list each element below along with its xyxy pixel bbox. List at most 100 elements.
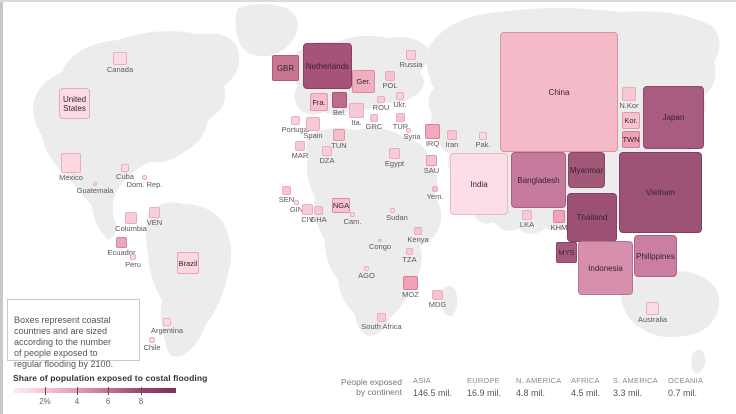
country-box-indonesia [578,241,633,295]
country-box-brazil [177,252,199,274]
frame-top-edge [0,0,736,2]
country-box-spain [306,117,320,131]
island-new-zealand [691,349,706,374]
share-legend: Share of population exposed to costal fl… [13,373,213,409]
country-label-south-africa: South Africa [361,322,402,331]
legend-tick-label-6: 6 [105,397,111,406]
country-box-myanmar [568,152,605,188]
country-label-cuba: Cuba [116,172,134,181]
continent-name: S. AMERICA [613,376,658,385]
country-label-tza: TZA [402,255,417,264]
country-box-tur [396,113,405,122]
country-box-tun [333,129,345,141]
continent-value: 16.9 mil. [467,388,502,398]
island-madagascar [441,285,458,317]
continent-north-america [33,31,240,240]
methodology-note: Boxes represent coastal countries and ar… [7,299,140,369]
country-box-sau [426,155,437,166]
continent-total-s-america: S. AMERICA 3.3 mil. [613,376,658,398]
legend-tick-label-8: 8 [138,397,144,406]
country-label-columbia: Columbia [115,224,147,233]
country-box-vietnam [619,152,702,233]
country-box-lka [522,210,532,220]
country-box-n-kor [622,87,636,101]
legend-title: Share of population exposed to costal fl… [13,373,208,383]
country-label-iran: Iran [445,140,459,149]
country-label-russia: Russia [399,60,423,69]
country-label-portugal: Portugal [281,125,310,134]
continent-name: EUROPE [467,376,500,385]
continent-name: N. AMERICA [516,376,562,385]
country-label-kenya: Kenya [407,235,429,244]
country-box-cam [350,212,355,217]
country-box-india [450,153,508,215]
country-box-moz [403,276,418,290]
country-box-mexico [61,153,81,173]
continent-total-europe: EUROPE 16.9 mil. [467,376,501,398]
country-box-irq [425,124,440,139]
country-box-argentina [163,318,171,326]
country-box-civ [302,204,313,215]
methodology-note-text: Boxes represent coastal countries and ar… [14,315,114,369]
country-box-china [500,32,618,152]
country-box-egypt [389,148,400,159]
continent-name: OCEANIA [668,376,704,385]
country-box-japan [643,86,704,149]
country-label-ago: AGO [358,271,375,280]
country-box-fra [310,93,328,111]
country-box-dza [322,146,332,156]
country-box-russia [406,50,416,60]
country-box-bangladesh [511,152,566,208]
country-label-guatemala: Guatemala [76,186,114,195]
country-label-mexico: Mexico [59,173,83,182]
legend-tick-8 [141,387,142,395]
country-label-gha: GHA [310,215,327,224]
country-label-egypt: Egypt [384,159,405,168]
country-box-tza [406,248,413,255]
frame-left-edge [0,0,3,414]
continent-name: AFRICA [571,376,600,385]
country-box-peru [130,254,136,260]
legend-tick-label-4: 4 [74,397,80,406]
country-box-philippines [634,235,677,277]
country-box-guatemala [93,182,97,186]
country-box-iran [447,130,457,140]
country-box-kor [622,112,640,129]
continent-heading-line2: by continent [356,387,402,397]
country-label-canada: Canada [106,65,134,74]
country-box-sen [282,186,291,195]
continent-value: 3.3 mil. [613,388,643,398]
country-box-ven [149,207,160,218]
country-box-bel [332,92,347,108]
continent-totals-heading: People exposed by continent [330,377,402,397]
legend-tick-label-2: 2% [39,397,51,406]
country-label-dza: DZA [319,156,335,165]
country-label-syria: Syria [403,132,421,141]
country-label-ecuador: Ecuador [107,248,136,257]
country-box-pol [385,71,395,81]
country-label-mdg: MDG [428,300,447,309]
country-box-khm [553,210,565,223]
country-box-yem [432,186,438,192]
country-box-dom-rep [142,175,147,180]
country-label-gin: GIN [289,205,304,214]
country-box-ago [364,266,369,271]
country-label-cam: Cam. [343,217,362,226]
country-box-gbr [272,55,299,81]
continent-value: 4.5 mil. [571,388,601,398]
continent-value: 4.8 mil. [516,388,546,398]
country-box-kenya [414,227,422,235]
country-label-irq: IRQ [425,139,440,148]
country-box-gin [294,200,299,205]
continent-australia [621,271,720,338]
country-box-chile [149,337,155,343]
country-box-ukr [396,92,404,100]
legend-gradient-bar [13,388,176,393]
country-box-south-africa [377,313,386,322]
country-label-tun: TUN [331,141,347,150]
legend-tick-6 [108,387,109,395]
legend-tick-4 [77,387,78,395]
country-label-dom-rep: Dom. Rep. [126,180,163,189]
country-box-cuba [121,164,129,172]
